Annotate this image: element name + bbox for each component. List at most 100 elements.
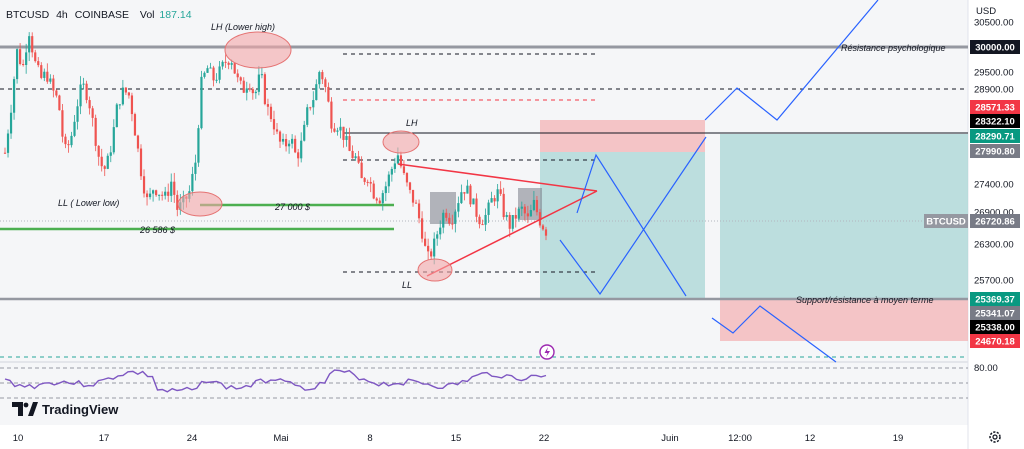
candle-body bbox=[61, 110, 64, 137]
price-tick: 28900.00 bbox=[974, 85, 1014, 96]
candle-body bbox=[269, 106, 273, 120]
candle-body bbox=[490, 198, 493, 203]
price-tag bbox=[970, 320, 1020, 334]
candle-body bbox=[448, 217, 451, 224]
candle-body bbox=[76, 106, 79, 122]
currency-label[interactable]: USD bbox=[976, 6, 996, 17]
ll-ellipse[interactable] bbox=[177, 191, 223, 217]
alert-icon[interactable] bbox=[539, 344, 555, 360]
candle-body bbox=[224, 61, 227, 63]
candle-body bbox=[248, 88, 251, 90]
label-resistance: Résistance psychologique bbox=[841, 43, 946, 53]
candle-body bbox=[139, 148, 143, 177]
projection-path-b[interactable] bbox=[559, 136, 707, 296]
time-axis[interactable] bbox=[0, 425, 968, 449]
candle-body bbox=[245, 88, 248, 93]
candle-body bbox=[37, 61, 40, 66]
candle-body bbox=[133, 114, 137, 136]
price-tick: 26300.00 bbox=[974, 240, 1014, 251]
candle-body bbox=[414, 202, 418, 204]
candle-body bbox=[55, 90, 58, 96]
candle-body bbox=[43, 71, 46, 78]
candle-body bbox=[49, 78, 52, 82]
candlestick-series bbox=[3, 32, 548, 265]
stop-zone-right bbox=[720, 299, 968, 341]
candle-body bbox=[454, 211, 457, 224]
candle-body bbox=[34, 52, 37, 62]
price-tag bbox=[970, 306, 1020, 320]
candle-body bbox=[318, 72, 321, 85]
candle-body bbox=[263, 74, 267, 105]
settings-gear-icon[interactable] bbox=[989, 431, 1001, 443]
candle-body bbox=[284, 138, 288, 147]
candle-body bbox=[281, 138, 285, 142]
triangle-lower-line[interactable] bbox=[426, 190, 598, 277]
candle-body bbox=[70, 135, 73, 146]
candle-body bbox=[212, 67, 215, 81]
tradingview-logo-icon bbox=[12, 402, 38, 416]
price-tick: 25700.00 bbox=[974, 276, 1014, 287]
candle-body bbox=[79, 84, 82, 107]
candle-body bbox=[155, 190, 158, 196]
candle-body bbox=[9, 112, 13, 134]
candle-body bbox=[505, 214, 508, 218]
price-tags: 30000.00 28571.33 28322.10 28290.71 27990.80… bbox=[970, 40, 1020, 348]
projection-path-d[interactable] bbox=[711, 305, 837, 363]
candle-body bbox=[194, 162, 197, 174]
candle-body bbox=[321, 72, 324, 80]
candle-body bbox=[227, 62, 230, 65]
candle-body bbox=[52, 78, 55, 91]
projection-path-c[interactable] bbox=[704, 0, 879, 121]
candle-body bbox=[472, 198, 475, 205]
candle-body bbox=[28, 36, 31, 53]
candle-body bbox=[115, 104, 118, 128]
candle-body bbox=[91, 108, 94, 118]
candle-body bbox=[151, 190, 155, 194]
price-tag-label: 26720.86 bbox=[975, 217, 1015, 228]
price-tag-label: 25369.37 bbox=[975, 295, 1015, 306]
candle-body bbox=[233, 63, 236, 74]
tradingview-logo[interactable]: TradingView bbox=[12, 402, 119, 417]
candle-body bbox=[170, 181, 173, 196]
candle-body bbox=[372, 183, 375, 199]
price-tag-label: 27990.80 bbox=[975, 147, 1015, 158]
candle-body bbox=[148, 193, 152, 198]
label-27000: 27 000 $ bbox=[274, 202, 311, 212]
projection-path-a[interactable] bbox=[576, 153, 687, 297]
lh-small-ellipse[interactable] bbox=[382, 130, 420, 154]
candle-body bbox=[85, 83, 88, 101]
price-tick: 29500.00 bbox=[974, 68, 1014, 79]
candle-body bbox=[15, 49, 19, 80]
candle-body bbox=[209, 67, 212, 69]
candle-body bbox=[529, 210, 532, 217]
candle-body bbox=[218, 66, 221, 80]
candle-body bbox=[203, 72, 206, 77]
candle-body bbox=[158, 194, 161, 196]
candle-body bbox=[58, 95, 61, 111]
rsi-line bbox=[4, 369, 547, 393]
candle-body bbox=[242, 80, 245, 93]
candle-body bbox=[46, 71, 49, 82]
ll-small-ellipse[interactable] bbox=[417, 258, 453, 282]
candle-body bbox=[251, 89, 254, 94]
time-tick: 19 bbox=[893, 433, 904, 444]
triangle-upper-line[interactable] bbox=[397, 163, 598, 192]
candle-body bbox=[378, 200, 381, 204]
candle-body bbox=[526, 213, 529, 217]
candle-body bbox=[430, 251, 433, 257]
candle-body bbox=[294, 138, 297, 153]
price-tag-label: 28571.33 bbox=[975, 103, 1015, 114]
price-tag bbox=[970, 129, 1020, 143]
time-tick: 24 bbox=[187, 433, 198, 444]
lh-ellipse[interactable] bbox=[224, 31, 292, 69]
candle-body bbox=[544, 229, 548, 236]
candle-body bbox=[333, 128, 336, 132]
candle-body bbox=[306, 107, 309, 125]
candle-body bbox=[278, 131, 282, 142]
candle-body bbox=[408, 182, 412, 190]
candle-body bbox=[336, 130, 339, 132]
price-tag-label: 28290.71 bbox=[975, 132, 1015, 143]
volume-value: 187.14 bbox=[159, 9, 191, 21]
candle-body bbox=[369, 181, 372, 184]
